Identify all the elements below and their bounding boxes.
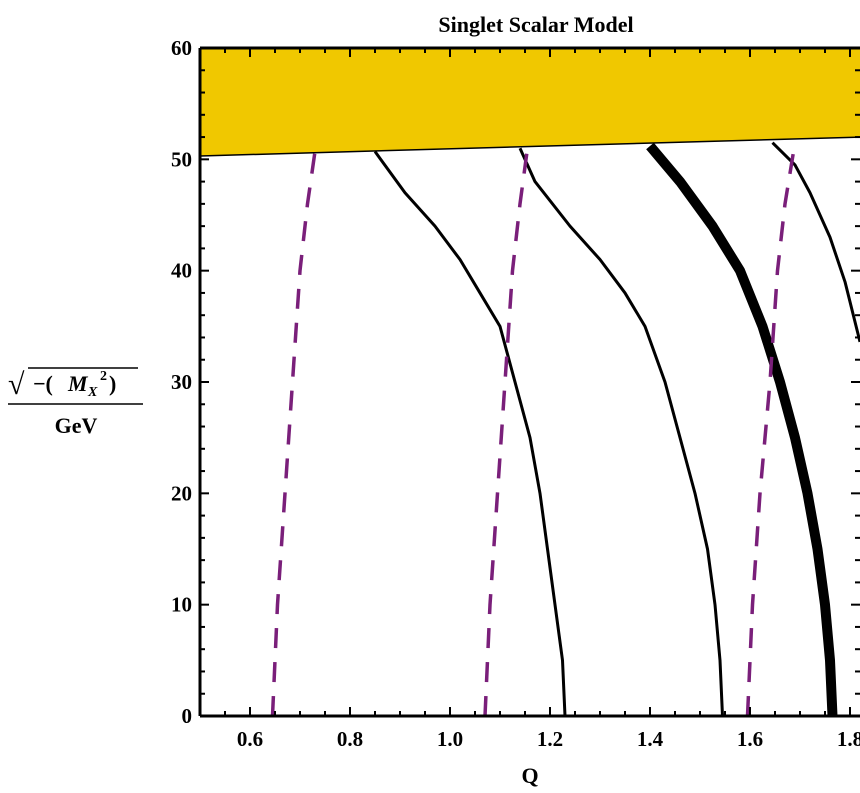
dashed-curve-7 (745, 142, 797, 716)
y-tick-label: 30 (171, 370, 192, 394)
shaded-band-layer (200, 48, 860, 157)
x-tick-label: 1.2 (537, 727, 563, 751)
y-label-minus: −( (33, 371, 53, 396)
y-tick-label: 60 (171, 36, 192, 60)
axis-ticks (199, 47, 860, 717)
y-label-symbol: M (67, 371, 89, 396)
dashed-curve-6 (483, 147, 530, 716)
shaded-band (200, 48, 860, 156)
x-tick-label: 1.6 (737, 727, 763, 751)
y-tick-label: 50 (171, 147, 192, 171)
y-tick-label: 10 (171, 593, 192, 617)
x-tick-label: 0.6 (237, 727, 263, 751)
x-tick-label: 1.4 (637, 727, 664, 751)
y-label-close: ) (109, 371, 116, 396)
y-tick-label: 0 (182, 704, 193, 728)
y-label-denominator: GeV (55, 413, 98, 438)
x-tick-label: 1.0 (437, 727, 463, 751)
band-boundary-line (200, 136, 860, 157)
y-label-subscript: X (87, 385, 98, 400)
y-label-sqrt: √ (8, 368, 25, 401)
x-axis-label: Q (521, 763, 538, 788)
solid-curve-4 (771, 141, 860, 343)
x-tick-label: 1.8 (837, 727, 860, 751)
x-tick-label: 0.8 (337, 727, 363, 751)
y-axis-label: √ −( M X 2 ) GeV (8, 367, 143, 438)
solid-curve-1 (373, 150, 567, 716)
chart-title: Singlet Scalar Model (438, 12, 633, 37)
dashed-curve-5 (270, 151, 317, 716)
y-label-superscript: 2 (100, 369, 107, 384)
solid-curve-3 (646, 142, 838, 716)
solid-curve-2 (518, 147, 724, 716)
y-tick-label: 20 (171, 481, 192, 505)
tick-labels: 0.6 0.8 1.0 1.2 1.4 1.6 1.8 0 10 20 30 40 50 60 (171, 36, 860, 751)
series-layer (270, 141, 860, 716)
y-tick-label: 40 (171, 259, 192, 283)
